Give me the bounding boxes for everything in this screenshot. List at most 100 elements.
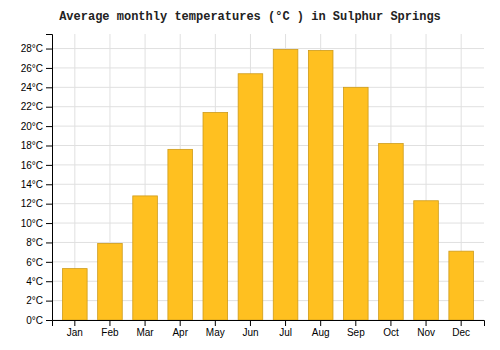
tick-label: 16°C [21,160,43,171]
tick-mark [46,165,52,166]
tick: Mar [136,320,154,338]
tick-label: 12°C [21,198,43,209]
grid-line [52,48,484,49]
tick: Apr [172,320,188,338]
tick: Jan [67,320,83,338]
tick-mark [145,320,146,326]
tick-label: Oct [383,327,399,338]
tick-label: 22°C [21,101,43,112]
tick: May [206,320,225,338]
tick: 14°C [21,179,52,190]
tick: Oct [383,320,399,338]
tick-mark [355,320,356,326]
tick-label: Jun [242,327,258,338]
tick-mark [46,204,52,205]
tick-mark [46,320,52,321]
chart: Average monthly temperatures (°C ) in Su… [0,0,500,350]
tick-mark [46,68,52,69]
tick-label: Aug [312,327,330,338]
tick: Nov [417,320,435,338]
tick-mark [74,320,75,326]
tick: 18°C [21,140,52,151]
grid-line [52,106,484,107]
tick-mark [390,320,391,326]
tick: 2°C [26,295,52,306]
tick-label: 26°C [21,63,43,74]
tick-label: 28°C [21,43,43,54]
tick-mark [426,320,427,326]
grid-line [52,164,484,165]
tick-label: 20°C [21,121,43,132]
tick-label: Jan [67,327,83,338]
tick-label: Jul [279,327,292,338]
grid-line [52,184,484,185]
tick: Aug [312,320,330,338]
tick: 20°C [21,121,52,132]
bar [133,196,158,320]
tick: 22°C [21,101,52,112]
tick-mark [46,223,52,224]
tick: Jul [279,320,292,338]
tick-mark [250,320,251,326]
x-axis: Jan Feb Mar Apr May Jun Jul Aug Sep Oct Nov Dec [53,320,485,338]
grid [52,34,484,320]
tick-mark [215,320,216,326]
tick-label: Nov [417,327,435,338]
axis-line [46,35,53,321]
tick-label: 14°C [21,179,43,190]
grid-line [52,67,484,68]
tick-label: Sep [347,327,365,338]
tick-mark [46,262,52,263]
tick-label: 4°C [26,276,43,287]
tick-mark [46,126,52,127]
tick-label: May [206,327,225,338]
bar [379,144,404,320]
title: Average monthly temperatures (°C ) in Su… [59,10,441,24]
tick-label: 8°C [26,237,43,248]
tick: 16°C [21,160,52,171]
tick-label: 2°C [26,295,43,306]
tick-label: Mar [136,327,154,338]
tick-label: Dec [452,327,470,338]
bar [238,74,263,320]
tick-mark [46,107,52,108]
tick-mark [109,320,110,326]
grid-line [52,87,484,88]
plot: Jan Feb Mar Apr May Jun Jul Aug Sep Oct Nov Dec 0°C 2… [21,34,485,338]
bar [273,50,298,320]
tick-mark [46,49,52,50]
bar [344,87,369,320]
grid-line [52,145,484,146]
tick: 4°C [26,276,52,287]
bar [203,113,228,320]
tick-mark [461,320,462,326]
tick: 10°C [21,218,52,229]
bars [63,50,474,320]
bar [308,50,333,320]
tick: Sep [347,320,365,338]
bar [98,243,123,320]
tick: Dec [452,320,470,338]
tick: 6°C [26,257,52,268]
tick-mark [46,145,52,146]
tick-label: Apr [172,327,188,338]
y-axis: 0°C 2°C 4°C 6°C 8°C 10°C 12°C 14°C 16°C 18°C 20°C 2… [21,35,53,326]
tick-label: 10°C [21,218,43,229]
tick-mark [46,184,52,185]
tick: Feb [101,320,119,338]
tick-mark [46,301,52,302]
tick-mark [46,281,52,282]
tick-label: 24°C [21,82,43,93]
tick-mark [285,320,286,326]
tick: 8°C [26,237,52,248]
tick: 28°C [21,43,52,54]
tick: 26°C [21,63,52,74]
tick: 0°C [26,315,52,326]
bar [63,269,88,320]
axis-line [53,321,485,327]
tick-mark [46,87,52,88]
bar [414,201,439,320]
tick-label: 18°C [21,140,43,151]
tick-mark [320,320,321,326]
grid-line [52,126,484,127]
